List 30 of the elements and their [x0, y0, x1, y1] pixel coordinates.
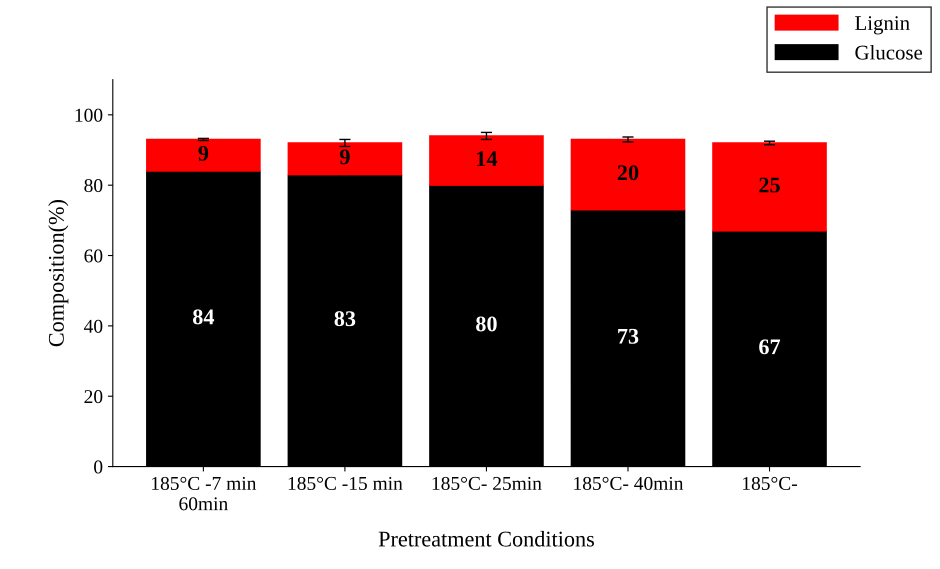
- x-axis-title: Pretreatment Conditions: [378, 530, 594, 547]
- y-axis-title: Composition(%): [48, 200, 68, 346]
- x-tick-label: 185°C -7 min 60min: [152, 476, 256, 510]
- data-label: 20: [618, 165, 638, 180]
- data-label: 80: [476, 316, 497, 332]
- y-tick-label: 80: [84, 179, 102, 192]
- data-label: 83: [334, 311, 356, 326]
- y-tick-label: 40: [84, 320, 102, 333]
- bar: [146, 138, 261, 172]
- data-label: 9: [340, 149, 350, 164]
- x-tick-label: 185°C -15 min: [288, 476, 403, 490]
- bar: [570, 138, 686, 210]
- data-label: 25: [759, 178, 780, 193]
- data-label: 9: [198, 146, 208, 161]
- data-label: 73: [618, 328, 638, 344]
- bar: [288, 142, 402, 176]
- data-label: 67: [759, 339, 780, 354]
- x-tick-label: 185°C- 25min: [432, 476, 542, 490]
- y-tick-label: 100: [76, 108, 102, 122]
- y-tick-label: 60: [84, 249, 102, 262]
- x-tick-label: 185°C- 40min: [574, 476, 684, 490]
- y-tick-label: 20: [84, 390, 102, 404]
- data-label: 14: [477, 151, 498, 166]
- bar: [712, 142, 827, 232]
- legend-label: Glucose: [855, 44, 922, 60]
- data-label: 84: [193, 309, 214, 324]
- bar: [429, 135, 544, 186]
- y-tick-label: 0: [94, 460, 102, 474]
- x-tick-label: 185°C-: [743, 476, 798, 490]
- legend-label: Lignin: [855, 16, 910, 34]
